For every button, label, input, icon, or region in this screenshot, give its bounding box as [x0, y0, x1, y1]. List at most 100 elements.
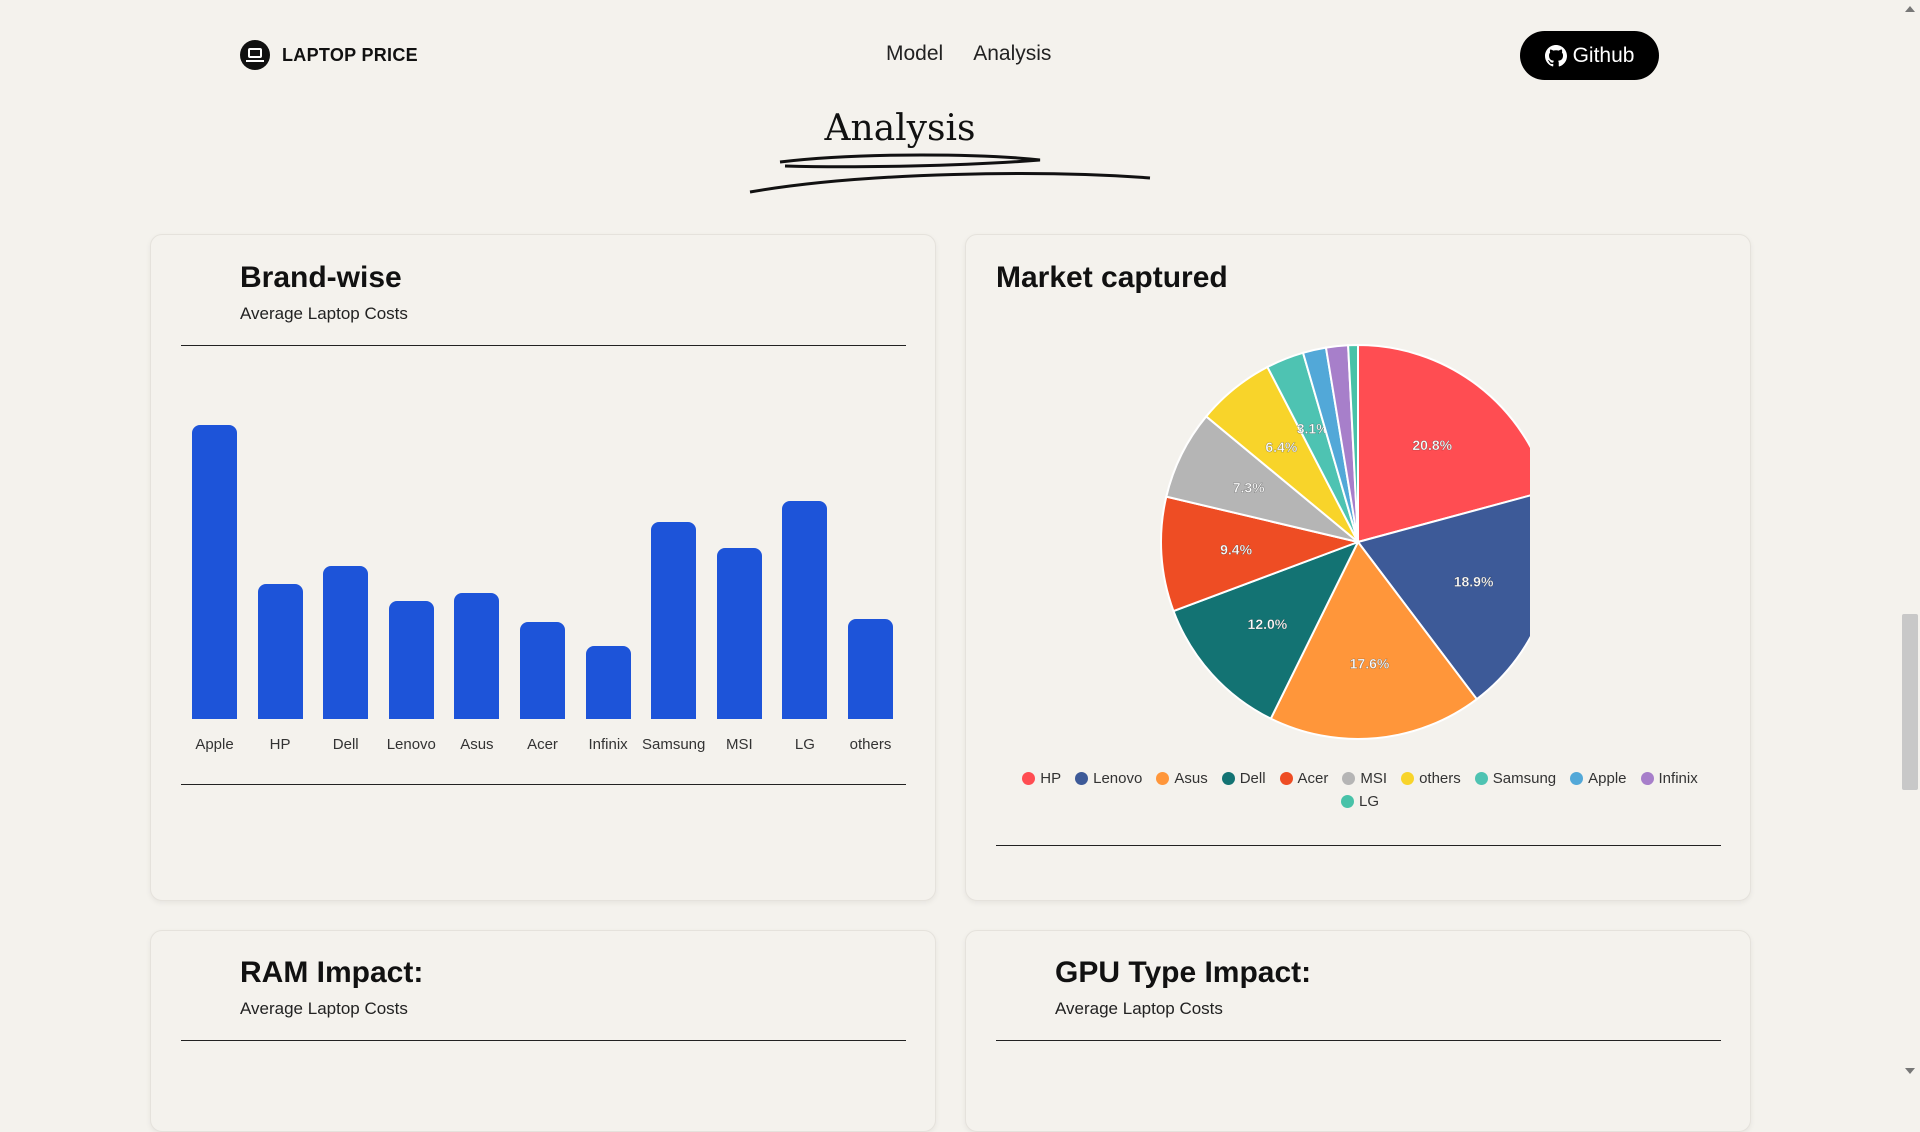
github-button[interactable]: Github — [1520, 31, 1659, 80]
legend-dot — [1640, 772, 1654, 785]
pie-slice-hp[interactable] — [1357, 343, 1530, 544]
ram-impact-card: RAM Impact: Average Laptop Costs — [150, 930, 936, 1132]
pie-data-label: 7.3% — [1233, 480, 1265, 496]
pie-data-label: 6.4% — [1265, 439, 1297, 455]
title-underline-squiggle — [749, 153, 1151, 194]
legend-label: Dell — [1239, 770, 1266, 787]
bar-lenovo[interactable] — [388, 601, 434, 719]
bar-hp[interactable] — [257, 583, 303, 719]
pie-legend: HP Lenovo Asus Dell Acer MSI others Samsung Appl… — [1020, 770, 1700, 810]
pie-slice-dell[interactable] — [1172, 540, 1361, 720]
x-tick-label: others — [849, 736, 892, 753]
legend-item-acer[interactable]: Acer — [1279, 770, 1329, 787]
pie-data-label: 9.4% — [1220, 542, 1252, 558]
x-tick-label: Apple — [195, 736, 234, 753]
pie-data-label: 3.1% — [1297, 421, 1329, 437]
legend-dot — [1279, 772, 1293, 785]
pie-chart: 20.8% 18.9% 17.6% 12.0% 9.4% 7.3% 6.4%3.1% — [1160, 343, 1530, 740]
x-tick-label: Samsung — [642, 736, 706, 753]
bar-infinix[interactable] — [585, 645, 631, 719]
bar-chart: Apple HP Dell Lenovo Asus Acer Infinix Samsung M… — [151, 235, 935, 900]
x-tick-label: Asus — [460, 736, 494, 753]
card-subtitle: Average Laptop Costs — [240, 304, 408, 323]
card-title: RAM Impact: — [240, 956, 424, 989]
bar-samsung[interactable] — [651, 522, 697, 719]
legend-item-infinix[interactable]: Infinix — [1640, 770, 1698, 787]
github-icon — [1544, 44, 1567, 66]
bar-others[interactable] — [848, 619, 893, 719]
legend-label: others — [1419, 770, 1461, 787]
gpu-impact-card: GPU Type Impact: Average Laptop Costs — [965, 930, 1751, 1132]
legend-item-asus[interactable]: Asus — [1156, 770, 1208, 787]
brand-wise-card: Brand-wise Average Laptop Costs Apple HP D… — [150, 234, 936, 901]
bar-acer[interactable] — [520, 621, 565, 719]
legend-label: MSI — [1360, 770, 1388, 787]
card-subtitle: Average Laptop Costs — [240, 999, 408, 1018]
legend-label: Asus — [1174, 770, 1208, 787]
pie-slice-acer[interactable] — [1160, 495, 1362, 613]
legend-label: Infinix — [1658, 770, 1698, 787]
bar-asus[interactable] — [454, 592, 500, 719]
divider — [996, 1040, 1721, 1041]
bar-dell[interactable] — [323, 566, 369, 719]
x-tick-label: Infinix — [588, 736, 628, 753]
top-nav: LAPTOP PRICE Model Analysis Github — [0, 0, 1920, 110]
x-tick-label: Acer — [527, 736, 558, 753]
legend-item-samsung[interactable]: Samsung — [1474, 770, 1556, 787]
x-tick-label: LG — [794, 736, 815, 753]
nav-menu: Model Analysis — [886, 42, 1051, 66]
divider — [181, 1040, 906, 1041]
nav-link-analysis[interactable]: Analysis — [973, 42, 1052, 65]
brand[interactable]: LAPTOP PRICE — [240, 40, 418, 70]
scroll-up-arrow[interactable] — [1905, 6, 1915, 12]
github-label: Github — [1572, 43, 1635, 67]
pie-data-label: 12.0% — [1248, 616, 1288, 632]
legend-label: LG — [1358, 793, 1379, 810]
legend-dot — [1022, 772, 1036, 785]
legend-dot — [1401, 772, 1415, 785]
legend-label: Apple — [1588, 770, 1627, 787]
pie-slice-lg[interactable] — [1347, 343, 1359, 543]
pie-data-label: 17.6% — [1350, 656, 1390, 672]
divider — [181, 345, 906, 346]
bar-lg[interactable] — [782, 501, 828, 719]
pie-slice-lenovo[interactable] — [1356, 491, 1530, 701]
card-title: Brand-wise — [240, 261, 402, 294]
pie-data-label: 18.9% — [1454, 574, 1494, 590]
brand-name: LAPTOP PRICE — [282, 44, 418, 65]
scrollbar[interactable] — [1902, 0, 1920, 1080]
legend-dot — [1221, 772, 1235, 785]
bar-apple[interactable] — [192, 425, 237, 719]
legend-label: Acer — [1297, 770, 1329, 787]
legend-item-msi[interactable]: MSI — [1342, 770, 1387, 787]
legend-item-others[interactable]: others — [1401, 770, 1461, 787]
pie-slice-asus[interactable] — [1269, 540, 1479, 740]
legend-dot — [1340, 795, 1354, 808]
legend-item-lenovo[interactable]: Lenovo — [1075, 770, 1142, 787]
divider — [181, 784, 906, 785]
x-tick-label: HP — [269, 736, 291, 753]
bar-msi[interactable] — [716, 548, 762, 719]
x-tick-label: MSI — [725, 736, 753, 753]
legend-item-dell[interactable]: Dell — [1221, 770, 1266, 787]
scroll-down-arrow[interactable] — [1905, 1068, 1915, 1074]
card-title: GPU Type Impact: — [1055, 956, 1312, 989]
legend-item-lg[interactable]: LG — [1340, 793, 1379, 810]
legend-dot — [1570, 772, 1584, 785]
legend-dot — [1474, 772, 1488, 785]
legend-label: HP — [1040, 770, 1062, 787]
legend-label: Lenovo — [1093, 770, 1143, 787]
scrollbar-thumb[interactable] — [1902, 614, 1918, 790]
legend-dot — [1156, 772, 1170, 785]
card-subtitle: Average Laptop Costs — [1055, 999, 1223, 1018]
legend-dot — [1075, 772, 1089, 785]
legend-item-apple[interactable]: Apple — [1570, 770, 1627, 787]
divider — [996, 845, 1721, 846]
card-title: Market captured — [996, 261, 1228, 294]
legend-dot — [1342, 772, 1356, 785]
laptop-icon — [240, 40, 270, 70]
nav-link-model[interactable]: Model — [886, 42, 944, 65]
legend-item-hp[interactable]: HP — [1022, 770, 1061, 787]
x-tick-label: Lenovo — [386, 736, 436, 753]
x-tick-label: Dell — [332, 736, 359, 753]
